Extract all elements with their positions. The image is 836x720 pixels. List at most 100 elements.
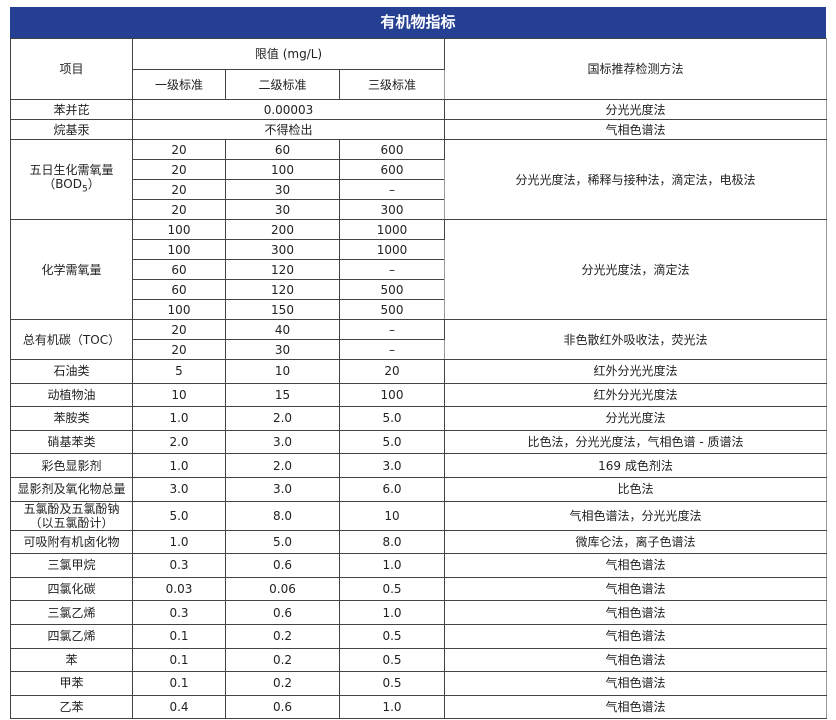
method-cell: 气相色谱法 <box>444 623 828 649</box>
item-name: 总有机碳（TOC） <box>22 332 121 347</box>
limit-grade-1: 100 <box>132 239 226 260</box>
method-cell: 分光光度法 <box>444 99 828 120</box>
item-name: 四氯乙烯 <box>47 629 96 644</box>
item-cell: 三氯甲烷 <box>10 553 133 578</box>
limit-grade-1: 100 <box>132 299 226 320</box>
limit-grade-3: 20 <box>338 359 446 384</box>
item-name: 苯并芘 <box>53 102 90 117</box>
limit-grade-2: 2.0 <box>225 406 340 431</box>
limit-grade-2: 3.0 <box>225 429 340 455</box>
item-cell: 五氯酚及五氯酚钠 （以五氯酚计） <box>10 500 133 531</box>
item-cell: 可吸附有机卤化物 <box>10 529 133 555</box>
table-body: 苯并芘 0.00003 分光光度法 烷基汞 不得检出 气相色谱法 五日生化需氧量 （BOD5）… <box>10 99 828 720</box>
header-method: 国标推荐检测方法 <box>444 38 828 100</box>
item-cell: 五日生化需氧量 （BOD5） <box>10 139 133 220</box>
header-item: 项目 <box>10 38 133 100</box>
item-name: 化学需氧量 <box>41 262 102 277</box>
method-cell: 气相色谱法 <box>444 576 828 602</box>
table-row: 60 120– <box>11 259 827 280</box>
table-row: 可吸附有机卤化物 1.0 5.0 8.0 微库仑法，离子色谱法 <box>10 529 828 555</box>
limit-grade-2: 0.6 <box>225 553 340 578</box>
table-row: 乙苯 0.4 0.6 1.0 气相色谱法 <box>10 694 828 720</box>
item-cell: 烷基汞 <box>10 119 133 140</box>
limit-grade-2: 0.2 <box>225 623 340 649</box>
limit-merged: 不得检出 <box>131 119 446 140</box>
limit-grade-2: 0.6 <box>225 694 340 720</box>
item-name: 苯胺类 <box>53 411 90 426</box>
limit-grade-3: 1.0 <box>338 600 446 625</box>
limit-grade-1: 1.0 <box>132 453 226 478</box>
limit-grade-1: 3.0 <box>132 476 226 502</box>
limit-merged: 0.00003 <box>131 99 446 120</box>
table-row: 石油类 5 10 20 红外分光光度法 <box>10 359 828 384</box>
table-row: 20 30 300 <box>11 199 827 220</box>
limit-grade-2: 30 <box>225 339 340 360</box>
limit-grade-1: 10 <box>132 382 226 408</box>
limit-grade-3: 5.0 <box>338 429 446 455</box>
item-name: 甲苯 <box>59 676 84 691</box>
header-limit: 限值 (mg/L) <box>131 38 446 70</box>
table-row: 20 100 600 <box>11 159 827 180</box>
item-name: 烷基汞 <box>53 122 90 137</box>
limit-grade-3: 1.0 <box>338 553 446 578</box>
item-name: 三氯乙烯 <box>47 605 96 620</box>
item-name: 乙苯 <box>59 700 84 715</box>
limit-grade-1: 5.0 <box>132 500 226 531</box>
limit-grade-1: 100 <box>132 219 226 240</box>
limit-grade-2: 15 <box>225 382 340 408</box>
limit-grade-2: 200 <box>225 219 340 240</box>
limit-grade-1: 20 <box>132 139 226 160</box>
limit-grade-3: 0.5 <box>338 623 446 649</box>
table-row: 100 300 1000 <box>11 239 827 260</box>
table-row: 四氯乙烯 0.1 0.2 0.5 气相色谱法 <box>10 623 828 649</box>
limit-grade-2: 0.06 <box>225 576 340 602</box>
item-cell: 化学需氧量 <box>10 219 133 320</box>
table-row: 动植物油 10 15 100 红外分光光度法 <box>10 382 828 408</box>
limit-grade-3: 600 <box>338 159 446 180</box>
limit-grade-3: 600 <box>338 139 446 160</box>
limit-grade-2: 8.0 <box>225 500 340 531</box>
item-cell: 彩色显影剂 <box>10 453 133 478</box>
limit-grade-3: 6.0 <box>338 476 446 502</box>
item-name-close: ） <box>87 176 100 191</box>
limit-grade-1: 0.03 <box>132 576 226 602</box>
table-row: 苯 0.1 0.2 0.5 气相色谱法 <box>10 647 828 673</box>
item-cell: 总有机碳（TOC） <box>10 319 133 360</box>
limit-grade-1: 20 <box>132 319 226 340</box>
item-cell: 甲苯 <box>10 671 133 696</box>
item-cell: 石油类 <box>10 359 133 384</box>
limit-grade-2: 0.6 <box>225 600 340 625</box>
limit-grade-2: 0.2 <box>225 647 340 673</box>
item-name: 五氯酚及五氯酚钠 <box>23 501 120 516</box>
item-cell: 动植物油 <box>10 382 133 408</box>
limit-grade-2: 3.0 <box>225 476 340 502</box>
table-row: 彩色显影剂 1.0 2.0 3.0 169 成色剂法 <box>10 453 828 478</box>
method-cell: 红外分光光度法 <box>444 359 828 384</box>
method-cell: 分光光度法 <box>444 406 828 431</box>
item-cell: 显影剂及氧化物总量 <box>10 476 133 502</box>
limit-grade-1: 1.0 <box>132 529 226 555</box>
limit-grade-2: 60 <box>225 139 340 160</box>
item-name: 彩色显影剂 <box>41 458 102 473</box>
item-name: 四氯化碳 <box>47 582 96 597</box>
table-row: 四氯化碳 0.03 0.06 0.5 气相色谱法 <box>10 576 828 602</box>
item-cell: 三氯乙烯 <box>10 600 133 625</box>
method-cell: 气相色谱法，分光光度法 <box>444 500 828 531</box>
limit-grade-1: 20 <box>132 179 226 200</box>
limit-grade-3: 1.0 <box>338 694 446 720</box>
table-row: 苯并芘 0.00003 分光光度法 <box>10 99 828 120</box>
method-cell: 气相色谱法 <box>444 119 828 140</box>
limit-grade-2: 300 <box>225 239 340 260</box>
header-grade-1: 一级标准 <box>132 69 226 100</box>
method-cell: 气相色谱法 <box>444 647 828 673</box>
limit-grade-3: 1000 <box>338 219 446 240</box>
table-row: 显影剂及氧化物总量 3.0 3.0 6.0 比色法 <box>10 476 828 502</box>
table-row: 20 30– <box>11 339 827 360</box>
method-cell: 气相色谱法 <box>444 553 828 578</box>
limit-grade-1: 20 <box>132 199 226 220</box>
limit-grade-3: 3.0 <box>338 453 446 478</box>
item-name-suffix: （BOD <box>43 176 82 191</box>
limit-grade-1: 0.1 <box>132 647 226 673</box>
item-name: 五日生化需氧量 <box>29 162 114 177</box>
table-row: 三氯甲烷 0.3 0.6 1.0 气相色谱法 <box>10 553 828 578</box>
